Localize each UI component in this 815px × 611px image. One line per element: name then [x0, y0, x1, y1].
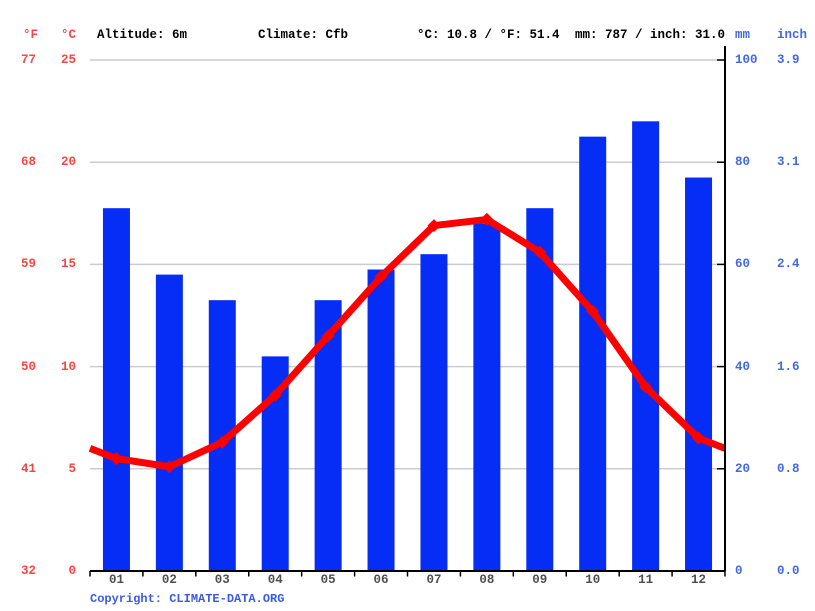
right-axis-inch-tick-label: 2.4: [777, 257, 800, 272]
month-label-01: 01: [108, 573, 124, 587]
precipitation-bar-01: [102, 208, 130, 571]
temperature-point-03: [215, 435, 229, 449]
temperature-point-04: [268, 388, 282, 402]
month-label-05: 05: [320, 573, 336, 587]
month-label-04: 04: [267, 573, 283, 587]
temperature-point-01: [109, 452, 123, 466]
right-axis-mm-tick-label: 0: [735, 564, 743, 578]
temperature-line: [88, 215, 727, 471]
temperature-point-05: [321, 329, 335, 343]
month-label-12: 12: [691, 573, 707, 587]
climate-classification-label: Climate: Cfb: [258, 28, 349, 42]
temperature-point-09: [533, 245, 547, 259]
month-label-11: 11: [638, 573, 654, 587]
right-axis-inch-tick-label: 3.9: [777, 53, 800, 67]
precipitation-bar-12: [685, 177, 713, 571]
month-label-08: 08: [479, 573, 495, 587]
month-label-10: 10: [585, 573, 601, 587]
temperature-point-07: [427, 219, 441, 233]
precipitation-bar-07: [420, 254, 448, 571]
precipitation-bar-08: [473, 223, 501, 571]
left-axis-f-tick-label: 68: [20, 155, 36, 170]
right-axis-mm-tick-label: 100: [735, 53, 758, 67]
left-axis-f-tick-label: 32: [20, 564, 36, 578]
month-label-06: 06: [373, 573, 389, 587]
temperature-point-12: [692, 431, 706, 445]
left-axis-c-tick-label: 0: [68, 564, 76, 578]
right-axis-inch-tick-label: 1.6: [777, 359, 800, 374]
left-axis-c-tick-label: 15: [60, 257, 76, 272]
temperature-point-08: [480, 212, 494, 226]
right-axis-unit-inch: inch: [777, 28, 808, 42]
month-label-07: 07: [426, 573, 442, 587]
precipitation-bar-10: [579, 136, 607, 571]
right-axis-mm-tick-label: 40: [735, 359, 751, 374]
right-axis-inch-tick-label: 0.0: [777, 564, 800, 578]
left-axis-unit-celsius: °C: [60, 28, 76, 42]
month-label-02: 02: [161, 573, 177, 587]
month-label-03: 03: [214, 573, 230, 587]
left-axis-unit-fahrenheit: °F: [22, 28, 38, 42]
copyright-line: Copyright: CLIMATE-DATA.ORG: [90, 592, 284, 606]
average-temperature-label: °C: 10.8 / °F: 51.4: [417, 28, 560, 42]
right-axis-mm-tick-label: 20: [735, 461, 751, 476]
annual-precipitation-label: mm: 787 / inch: 31.0: [575, 28, 726, 42]
left-axis-c-tick-label: 5: [68, 461, 76, 476]
precipitation-bar-09: [526, 208, 554, 571]
temperature-point-10: [586, 304, 600, 318]
left-axis-f-tick-label: 41: [20, 461, 36, 476]
left-axis-c-tick-label: 20: [60, 155, 76, 170]
right-axis-mm-tick-label: 60: [735, 257, 751, 272]
precipitation-bar-11: [632, 121, 660, 571]
precipitation-bar-02: [155, 274, 183, 571]
right-axis-mm-tick-label: 80: [735, 155, 751, 170]
temperature-point-02: [162, 460, 176, 474]
left-axis-f-tick-label: 59: [20, 257, 36, 272]
left-axis-c-tick-label: 25: [60, 53, 76, 67]
left-axis-f-tick-label: 50: [20, 359, 36, 374]
month-label-09: 09: [532, 573, 548, 587]
temperature-point-11: [639, 380, 653, 394]
left-axis-c-tick-label: 10: [60, 359, 76, 374]
altitude-label: Altitude: 6m: [97, 28, 188, 42]
precipitation-bar-06: [367, 269, 395, 571]
temperature-point-06: [374, 270, 388, 284]
right-axis-unit-mm: mm: [735, 28, 751, 42]
right-axis-inch-tick-label: 0.8: [777, 461, 800, 476]
right-axis-inch-tick-label: 3.1: [777, 155, 800, 170]
copyright-prefix: Copyright:: [90, 592, 170, 606]
copyright-link[interactable]: CLIMATE-DATA.ORG: [169, 592, 285, 606]
left-axis-f-tick-label: 77: [20, 53, 36, 67]
